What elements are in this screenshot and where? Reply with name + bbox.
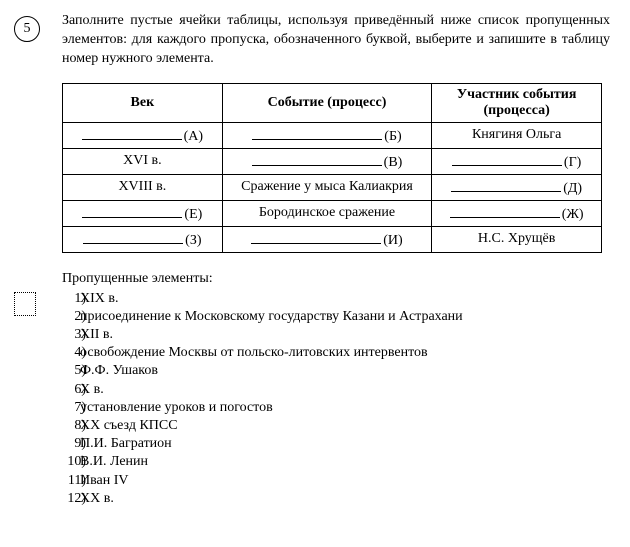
blank-line <box>251 230 381 244</box>
table-cell: XVI в. <box>63 148 223 174</box>
list-item-number: 8) <box>62 417 86 435</box>
list-item-number: 10) <box>62 453 86 471</box>
missing-title: Пропущенные элементы: <box>62 271 610 287</box>
list-item: 5)Ф.Ф. Ушаков <box>80 362 610 380</box>
list-item: 7)установление уроков и погостов <box>80 399 610 417</box>
table-row: (З) (И) Н.С. Хрущёв <box>63 226 602 252</box>
blank-line <box>450 204 560 218</box>
col-header-century: Век <box>63 83 223 122</box>
blank-letter: (Д) <box>563 181 582 196</box>
list-item-text: освобождение Москвы от польско-литовских… <box>80 345 428 360</box>
list-item: 2)присоединение к Московскому государств… <box>80 308 610 326</box>
table-header-row: Век Событие (процесс) Участник события (… <box>63 83 602 122</box>
list-item-text: Иван IV <box>80 473 129 488</box>
list-item-text: Ф.Ф. Ушаков <box>80 363 158 378</box>
table-cell: (Ж) <box>432 200 602 226</box>
blank-line <box>252 152 382 166</box>
table-cell: Сражение у мыса Калиакрия <box>222 174 432 200</box>
blank-letter: (В) <box>384 155 403 170</box>
blank-line <box>252 126 382 140</box>
list-item-text: В.И. Ленин <box>80 454 148 469</box>
answer-box-placeholder <box>14 292 36 316</box>
list-item: 8)XX съезд КПСС <box>80 417 610 435</box>
blank-letter: (Г) <box>564 155 581 170</box>
blank-line <box>82 126 182 140</box>
blank-line <box>451 178 561 192</box>
table-cell: (А) <box>63 122 223 148</box>
table-cell: (И) <box>222 226 432 252</box>
table-body: (А) (Б) Княгиня Ольга XVI в. (В) (Г) XVIII в.С… <box>63 122 602 252</box>
list-item: 9)П.И. Багратион <box>80 435 610 453</box>
list-item: 6)X в. <box>80 381 610 399</box>
list-item-text: XX съезд КПСС <box>80 418 178 433</box>
blank-letter: (Б) <box>384 129 401 144</box>
table-row: (А) (Б) Княгиня Ольга <box>63 122 602 148</box>
table-cell: (Е) <box>63 200 223 226</box>
question-number: 5 <box>24 21 31 36</box>
table-cell: Княгиня Ольга <box>432 122 602 148</box>
list-item-number: 5) <box>62 362 86 380</box>
blank-letter: (Е) <box>184 207 202 222</box>
question-number-circle: 5 <box>14 16 40 42</box>
main-table: Век Событие (процесс) Участник события (… <box>62 83 602 253</box>
blank-letter: (И) <box>383 233 402 248</box>
table-cell: Бородинское сражение <box>222 200 432 226</box>
prompt-text: Заполните пустые ячейки таблицы, использ… <box>62 12 610 69</box>
list-item: 11)Иван IV <box>80 472 610 490</box>
table-row: (Е) Бородинское сражение (Ж) <box>63 200 602 226</box>
blank-letter: (А) <box>184 129 203 144</box>
table-cell: (В) <box>222 148 432 174</box>
list-item: 4)освобождение Москвы от польско-литовск… <box>80 344 610 362</box>
table-cell: XVIII в. <box>63 174 223 200</box>
list-item: 12)XX в. <box>80 490 610 508</box>
list-item-text: присоединение к Московскому государству … <box>80 309 463 324</box>
missing-list: 1)XIX в.2)присоединение к Московскому го… <box>62 290 610 508</box>
list-item-number: 4) <box>62 344 86 362</box>
list-item-number: 3) <box>62 326 86 344</box>
table-cell: (З) <box>63 226 223 252</box>
list-item-number: 1) <box>62 290 86 308</box>
list-item-text: П.И. Багратион <box>80 436 172 451</box>
list-item-text: установление уроков и погостов <box>80 400 273 415</box>
list-item-number: 12) <box>62 490 86 508</box>
list-item-number: 7) <box>62 399 86 417</box>
col-header-participant: Участник события (процесса) <box>432 83 602 122</box>
list-item: 1)XIX в. <box>80 290 610 308</box>
table-row: XVI в. (В) (Г) <box>63 148 602 174</box>
blank-line <box>452 152 562 166</box>
blank-letter: (З) <box>185 233 201 248</box>
list-item: 10)В.И. Ленин <box>80 453 610 471</box>
blank-letter: (Ж) <box>562 207 584 222</box>
table-row: XVIII в.Сражение у мыса Калиакрия (Д) <box>63 174 602 200</box>
table-wrap: Век Событие (процесс) Участник события (… <box>62 83 610 253</box>
table-cell: (Д) <box>432 174 602 200</box>
table-cell: Н.С. Хрущёв <box>432 226 602 252</box>
list-item-number: 2) <box>62 308 86 326</box>
missing-block: Пропущенные элементы: 1)XIX в.2)присоеди… <box>62 271 610 508</box>
table-cell: (Б) <box>222 122 432 148</box>
list-item-number: 11) <box>62 472 86 490</box>
blank-line <box>82 204 182 218</box>
list-item-number: 6) <box>62 381 86 399</box>
list-item-number: 9) <box>62 435 86 453</box>
list-item: 3)XII в. <box>80 326 610 344</box>
table-cell: (Г) <box>432 148 602 174</box>
col-header-event: Событие (процесс) <box>222 83 432 122</box>
blank-line <box>83 230 183 244</box>
